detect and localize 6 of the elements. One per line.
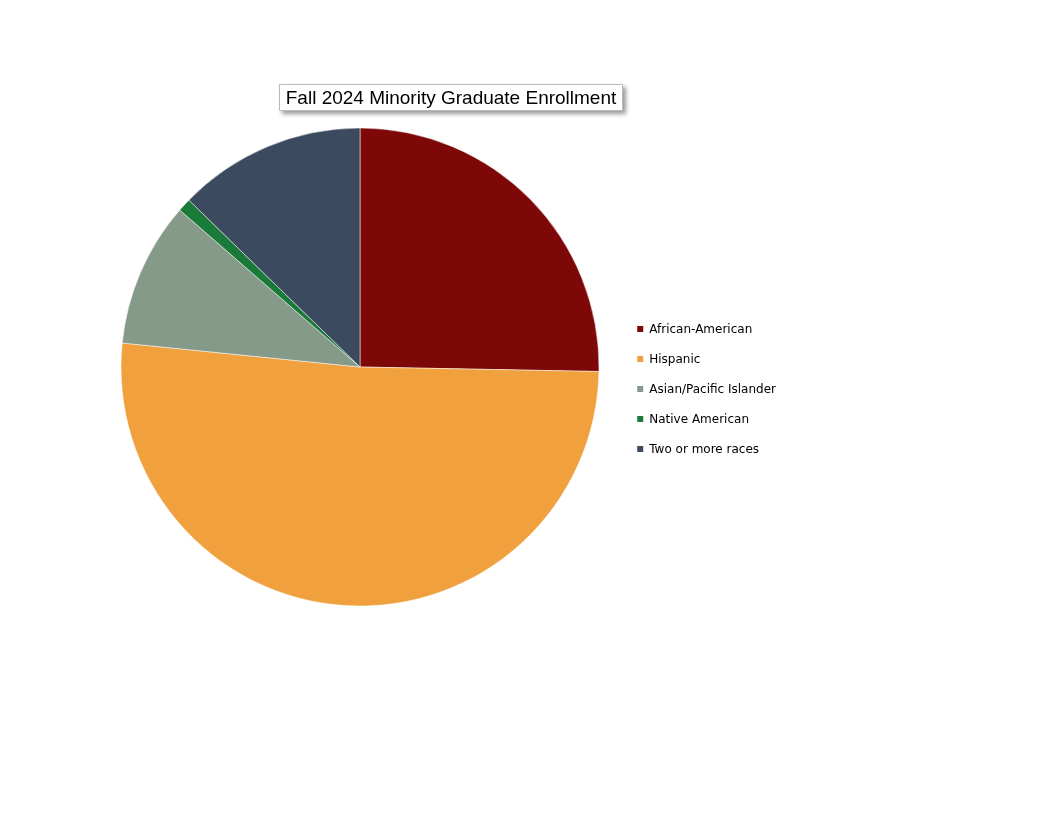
chart-title: Fall 2024 Minority Graduate Enrollment xyxy=(285,87,617,108)
legend-label: African-American xyxy=(649,322,753,336)
legend-label: Hispanic xyxy=(649,352,701,366)
legend-label: Two or more races xyxy=(648,442,760,456)
legend-label: Native American xyxy=(649,412,750,426)
legend-label: Asian/Pacific Islander xyxy=(649,382,777,396)
